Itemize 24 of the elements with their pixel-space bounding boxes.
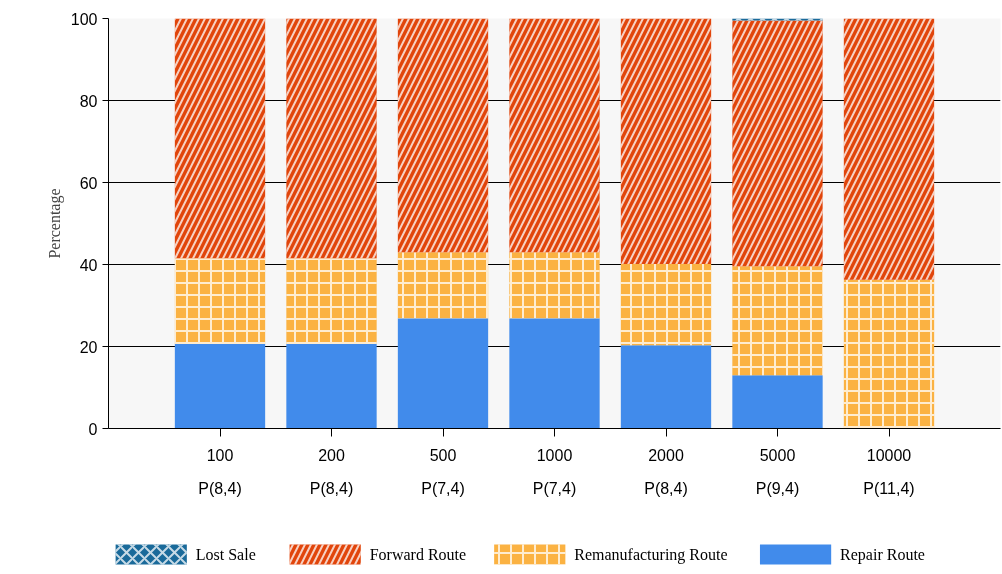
bar xyxy=(620,345,712,429)
category-label: 2000 P(8,4) xyxy=(644,446,688,497)
category-label: 5000 P(9,4) xyxy=(755,446,800,497)
category-label: 1000 P(7,4) xyxy=(532,446,577,497)
legend-label: Lost Sale xyxy=(195,546,256,563)
category-label: 100 P(8,4) xyxy=(198,446,242,497)
category-label: 10000 P(11,4) xyxy=(863,446,915,497)
y-tick-label: 60 xyxy=(79,174,98,192)
y-tick-label: 80 xyxy=(79,92,98,110)
legend-label: Forward Route xyxy=(369,546,467,563)
y-tick-label: 40 xyxy=(79,256,98,274)
category-label: 500 P(7,4) xyxy=(421,446,465,497)
y-tick-label: 100 xyxy=(70,10,98,28)
y-axis-title: Percentage xyxy=(45,188,64,259)
category-label: 200 P(8,4) xyxy=(309,446,354,497)
y-tick-label: 20 xyxy=(79,338,98,356)
bar xyxy=(286,344,377,429)
y-tick-label: 0 xyxy=(88,420,98,438)
legend-label: Repair Route xyxy=(840,546,925,564)
bar xyxy=(509,318,600,429)
bar xyxy=(397,318,489,429)
legend-label: Remanufacturing Route xyxy=(574,546,728,564)
bar xyxy=(732,375,823,429)
bar xyxy=(174,344,266,429)
